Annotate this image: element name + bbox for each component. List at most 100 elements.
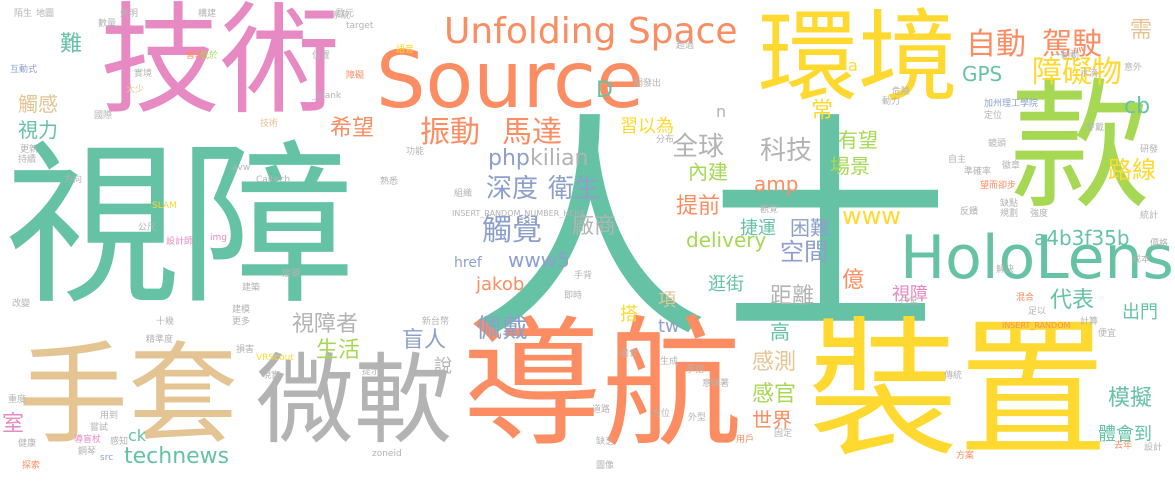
cloud-word: 徽章 — [1002, 161, 1021, 171]
cloud-word: 位置 — [312, 51, 331, 61]
cloud-word: 觸覺 — [482, 213, 542, 248]
cloud-word: 解決 — [996, 265, 1015, 275]
cloud-word: Source — [376, 36, 644, 126]
cloud-word: 便宜 — [1098, 329, 1117, 339]
cloud-word: 億 — [842, 268, 865, 293]
cloud-word: 視力 — [18, 118, 58, 142]
cloud-word: 說 — [434, 356, 452, 377]
cloud-word: 更多 — [232, 317, 251, 327]
cloud-word: 代表 — [1050, 288, 1095, 313]
cloud-word: 感官 — [752, 382, 797, 407]
cloud-word: 駕駛 — [1042, 27, 1102, 62]
cloud-word: 世界 — [752, 408, 792, 432]
cloud-word: target — [346, 21, 374, 31]
cloud-word: INSERT_RANDOM — [1002, 321, 1071, 330]
cloud-word: 設計 — [1144, 443, 1163, 453]
cloud-word: 水滴 — [1080, 69, 1099, 79]
cloud-word: 空間 — [780, 238, 828, 266]
cloud-word: 生成 — [660, 357, 679, 367]
cloud-word: 方向 — [64, 175, 83, 185]
cloud-word: 語音 — [396, 45, 415, 55]
cloud-word: 嘗試 — [90, 423, 109, 433]
cloud-word: 觀覺 — [760, 205, 779, 215]
cloud-word: 暫時 — [186, 51, 205, 61]
cloud-word: GPS — [962, 62, 1003, 86]
cloud-word: VRScout — [256, 353, 294, 363]
cloud-word: 穿戴 — [1086, 123, 1105, 133]
cloud-word: 常 — [807, 98, 832, 120]
cloud-word: 環境 — [758, 0, 958, 116]
cloud-word: 圖像 — [596, 461, 615, 471]
cloud-word: kilian — [530, 146, 589, 171]
cloud-word: 準確率 — [964, 167, 992, 177]
cloud-word: 需 — [1130, 18, 1153, 43]
cloud-word: 視障者 — [292, 312, 359, 337]
cloud-word: 意外 — [1124, 63, 1143, 73]
cloud-word: 手套 — [18, 331, 238, 459]
cloud-word: img — [210, 233, 227, 243]
cloud-word: 難 — [60, 32, 83, 57]
cloud-word: 道路 — [592, 405, 611, 415]
cloud-word: 熟悉 — [380, 177, 399, 187]
cloud-word: ck — [128, 426, 147, 445]
cloud-word: 佩戴 — [476, 314, 529, 344]
cloud-word: 室 — [2, 412, 25, 437]
cloud-word: 計算 — [1080, 317, 1099, 327]
cloud-word: 搭 — [620, 304, 638, 325]
cloud-word: 感測 — [752, 350, 797, 375]
cloud-word: 適合 — [620, 349, 639, 359]
cloud-word: 一動動 — [1052, 51, 1080, 61]
cloud-word: 功能 — [406, 147, 425, 157]
cloud-word: 失明 — [120, 9, 139, 19]
cloud-word: 人士 — [470, 92, 951, 372]
cloud-word: 全球 — [672, 132, 725, 162]
cloud-word: 廠商 — [572, 214, 617, 239]
cloud-word: 強度 — [1030, 209, 1049, 219]
cloud-word: D — [596, 78, 613, 103]
cloud-word: 視障 — [892, 284, 928, 305]
cloud-word: 盲人 — [402, 328, 447, 353]
cloud-word: 損害 — [236, 345, 255, 355]
cloud-word: 組織 — [454, 189, 473, 199]
cloud-word: 自動 — [966, 27, 1026, 62]
cloud-word: HoloLens — [900, 223, 1174, 293]
cloud-word: 用戶 — [736, 435, 755, 445]
cloud-word: 用到 — [100, 411, 119, 421]
cloud-word: a4b3f35b — [1034, 226, 1130, 250]
cloud-word: 衛生 — [548, 174, 601, 204]
cloud-word: jakob — [476, 274, 525, 295]
cloud-word: 感知 — [110, 437, 129, 447]
cloud-word: 手指 — [686, 365, 705, 375]
cloud-word: 困難 — [790, 216, 830, 240]
cloud-word: 希望 — [330, 116, 375, 141]
cloud-word: www5 — [508, 248, 570, 272]
cloud-word: 提示 — [362, 367, 381, 377]
cloud-word: 加州理工學院 — [984, 99, 1039, 109]
cloud-word: 深度 — [486, 174, 539, 204]
cloud-word: 技術 — [260, 119, 279, 129]
cloud-word: 研發 — [1140, 145, 1159, 155]
cloud-word: 鏡頭 — [988, 139, 1007, 149]
cloud-word: n — [716, 102, 727, 121]
cloud-word: 設計師 — [166, 237, 194, 247]
cloud-word: php — [488, 146, 530, 171]
cloud-word: 導盲杖 — [74, 435, 102, 445]
cloud-word: 方位 — [652, 409, 671, 419]
cloud-word: 定位 — [984, 111, 1003, 121]
cloud-word: 價格 — [1150, 239, 1169, 249]
cloud-word: 振動 — [420, 115, 480, 150]
cloud-word: 太少 — [126, 85, 145, 95]
cloud-word: src — [100, 453, 114, 463]
cloud-word: zoneid — [372, 449, 402, 459]
cloud-word: 缺點 — [1000, 199, 1019, 209]
cloud-word: 款 — [1010, 66, 1151, 229]
cloud-word: 歐元 — [336, 9, 355, 19]
cloud-word: 國際 — [94, 111, 113, 121]
cloud-word: 逛街 — [708, 274, 744, 295]
cloud-word: 超過 — [676, 41, 695, 51]
cloud-word: 提前 — [676, 194, 721, 219]
cloud-word: 混合 — [1016, 293, 1035, 303]
cloud-word: a — [848, 56, 858, 75]
cloud-word: delivery — [686, 228, 767, 252]
